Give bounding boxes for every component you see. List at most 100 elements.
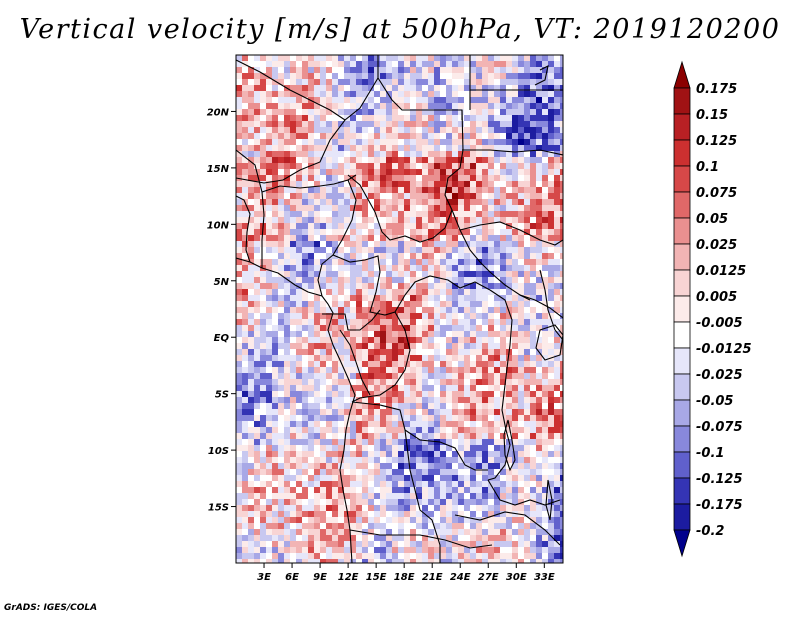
field-cell xyxy=(248,193,255,200)
field-cell xyxy=(242,427,249,434)
field-cell xyxy=(500,391,507,398)
field-cell xyxy=(542,181,549,188)
field-cell xyxy=(512,205,519,212)
field-cell xyxy=(542,265,549,272)
field-cell xyxy=(422,385,429,392)
field-cell xyxy=(374,205,381,212)
field-cell xyxy=(452,331,459,338)
field-cell xyxy=(404,223,411,230)
field-cell xyxy=(320,265,327,272)
field-cell xyxy=(326,439,333,446)
field-cell xyxy=(392,55,399,62)
field-cell xyxy=(410,85,417,92)
field-cell xyxy=(518,403,525,410)
field-cell xyxy=(536,277,543,284)
field-cell xyxy=(512,301,519,308)
field-cell xyxy=(302,289,309,296)
field-cell xyxy=(530,157,537,164)
field-cell xyxy=(248,517,255,524)
field-cell xyxy=(416,331,423,338)
field-cell xyxy=(326,505,333,512)
field-cell xyxy=(398,205,405,212)
field-cell xyxy=(302,469,309,476)
field-cell xyxy=(338,427,345,434)
field-cell xyxy=(446,481,453,488)
field-cell xyxy=(482,67,489,74)
field-cell xyxy=(338,91,345,98)
field-cell xyxy=(560,325,563,332)
field-cell xyxy=(434,433,441,440)
field-cell xyxy=(260,541,267,548)
field-cell xyxy=(392,445,399,452)
field-cell xyxy=(272,319,279,326)
field-cell xyxy=(428,433,435,440)
field-cell xyxy=(494,277,501,284)
field-cell xyxy=(482,343,489,350)
field-cell xyxy=(548,409,555,416)
field-cell xyxy=(284,553,291,560)
field-cell xyxy=(326,469,333,476)
field-cell xyxy=(272,391,279,398)
field-cell xyxy=(332,271,339,278)
field-cell xyxy=(356,463,363,470)
field-cell xyxy=(242,301,249,308)
field-cell xyxy=(434,481,441,488)
field-cell xyxy=(398,229,405,236)
field-cell xyxy=(338,211,345,218)
field-cell xyxy=(386,103,393,110)
field-cell xyxy=(416,295,423,302)
field-cell xyxy=(368,97,375,104)
field-cell xyxy=(464,259,471,266)
field-cell xyxy=(422,457,429,464)
field-cell xyxy=(314,421,321,428)
field-cell xyxy=(422,529,429,536)
field-cell xyxy=(548,91,555,98)
field-cell xyxy=(368,511,375,518)
field-cell xyxy=(356,331,363,338)
field-cell xyxy=(458,217,465,224)
field-cell xyxy=(530,451,537,458)
field-cell xyxy=(338,511,345,518)
field-cell xyxy=(512,427,519,434)
field-cell xyxy=(386,349,393,356)
field-cell xyxy=(542,127,549,134)
field-cell xyxy=(284,277,291,284)
field-cell xyxy=(344,349,351,356)
field-cell xyxy=(320,523,327,530)
field-cell xyxy=(464,163,471,170)
field-cell xyxy=(542,403,549,410)
field-cell xyxy=(542,97,549,104)
field-cell xyxy=(236,421,243,428)
field-cell xyxy=(380,121,387,128)
field-cell xyxy=(398,277,405,284)
field-cell xyxy=(374,277,381,284)
field-cell xyxy=(242,121,249,128)
field-cell xyxy=(392,253,399,260)
field-cell xyxy=(368,553,375,560)
field-cell xyxy=(458,505,465,512)
field-cell xyxy=(476,169,483,176)
field-cell xyxy=(434,445,441,452)
field-cell xyxy=(248,487,255,494)
field-cell xyxy=(332,325,339,332)
field-cell xyxy=(524,181,531,188)
field-cell xyxy=(344,169,351,176)
field-cell xyxy=(470,337,477,344)
field-cell xyxy=(356,247,363,254)
field-cell xyxy=(452,289,459,296)
field-cell xyxy=(458,289,465,296)
field-cell xyxy=(392,193,399,200)
field-cell xyxy=(272,463,279,470)
field-cell xyxy=(416,97,423,104)
field-cell xyxy=(560,469,563,476)
field-cell xyxy=(512,97,519,104)
field-cell xyxy=(386,415,393,422)
colorbar-label: 0.025 xyxy=(696,238,737,253)
field-cell xyxy=(416,79,423,86)
field-cell xyxy=(236,325,243,332)
field-cell xyxy=(392,97,399,104)
field-cell xyxy=(548,163,555,170)
field-cell xyxy=(254,283,261,290)
field-cell xyxy=(494,307,501,314)
field-cell xyxy=(302,349,309,356)
